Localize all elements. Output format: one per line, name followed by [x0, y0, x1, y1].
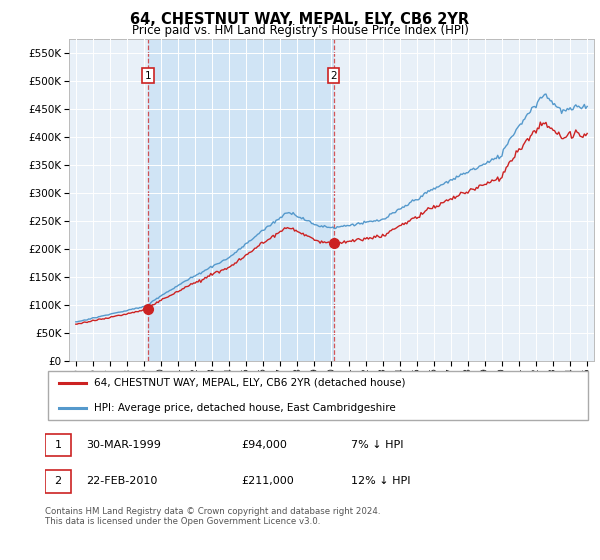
Text: 2: 2 [55, 477, 62, 486]
Text: 64, CHESTNUT WAY, MEPAL, ELY, CB6 2YR: 64, CHESTNUT WAY, MEPAL, ELY, CB6 2YR [130, 12, 470, 27]
FancyBboxPatch shape [45, 470, 71, 493]
FancyBboxPatch shape [45, 433, 71, 456]
Text: 22-FEB-2010: 22-FEB-2010 [86, 477, 157, 486]
Text: 12% ↓ HPI: 12% ↓ HPI [351, 477, 410, 486]
Text: 30-MAR-1999: 30-MAR-1999 [86, 440, 161, 450]
Text: 2: 2 [330, 71, 337, 81]
Text: Contains HM Land Registry data © Crown copyright and database right 2024.
This d: Contains HM Land Registry data © Crown c… [45, 507, 380, 526]
Text: Price paid vs. HM Land Registry's House Price Index (HPI): Price paid vs. HM Land Registry's House … [131, 24, 469, 37]
Bar [148, 39, 334, 361]
Text: 64, CHESTNUT WAY, MEPAL, ELY, CB6 2YR (detached house): 64, CHESTNUT WAY, MEPAL, ELY, CB6 2YR (d… [94, 378, 406, 388]
Text: 7% ↓ HPI: 7% ↓ HPI [351, 440, 403, 450]
Text: 1: 1 [145, 71, 152, 81]
Text: £211,000: £211,000 [242, 477, 295, 486]
Text: 1: 1 [55, 440, 62, 450]
Text: HPI: Average price, detached house, East Cambridgeshire: HPI: Average price, detached house, East… [94, 403, 396, 413]
Text: £94,000: £94,000 [242, 440, 287, 450]
FancyBboxPatch shape [48, 371, 588, 420]
